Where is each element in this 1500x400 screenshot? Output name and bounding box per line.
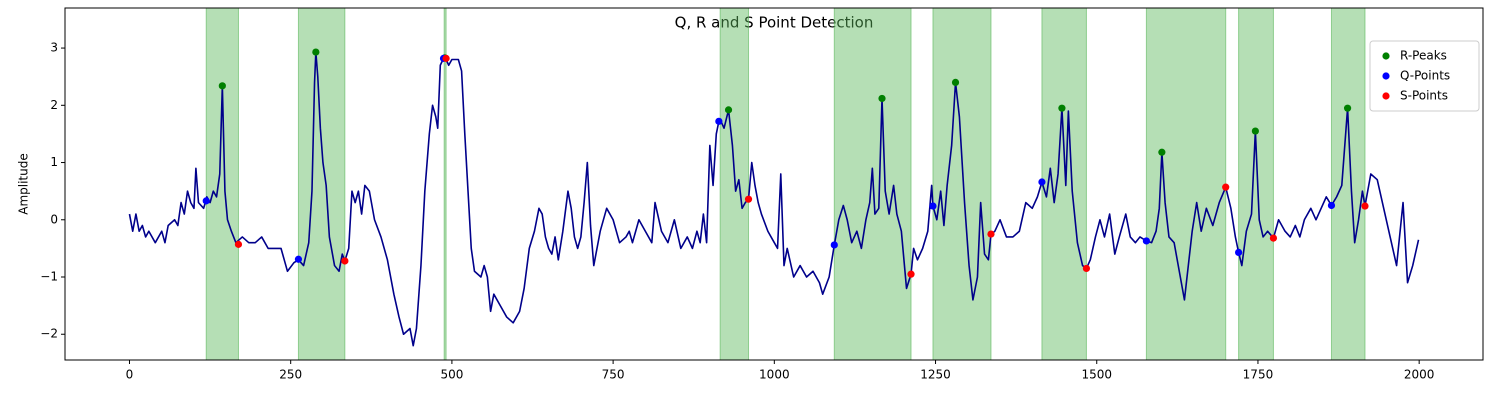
plot-frame — [64, 7, 1484, 361]
point — [724, 106, 733, 114]
legend-box — [1369, 40, 1480, 112]
point — [1269, 234, 1278, 242]
point — [951, 78, 960, 87]
legend-marker — [1382, 72, 1390, 80]
legend-marker — [1382, 92, 1390, 100]
point — [1343, 104, 1352, 112]
highlight-span — [205, 7, 239, 361]
x-tick-label: 500 — [440, 368, 463, 382]
point — [929, 202, 937, 210]
x-tick-label: 250 — [279, 368, 302, 382]
point — [744, 195, 753, 203]
y-tick-label: 2 — [50, 98, 58, 112]
point — [1222, 183, 1230, 191]
y-tick-label: 3 — [50, 41, 58, 55]
point — [294, 255, 303, 263]
point — [312, 48, 320, 56]
highlight-span — [297, 7, 346, 361]
point — [442, 54, 450, 62]
point — [1058, 104, 1066, 112]
y-tick-label: −2 — [40, 327, 58, 341]
point — [1158, 148, 1166, 156]
point — [218, 82, 226, 90]
x-tick-label: 1000 — [759, 368, 790, 382]
highlight-span — [1330, 7, 1366, 361]
point — [1361, 202, 1369, 210]
legend-label: Q-Points — [1400, 69, 1450, 83]
x-tick-label: 750 — [602, 368, 625, 382]
y-tick-label: 0 — [50, 212, 58, 226]
y-tick-label: −1 — [40, 270, 58, 284]
legend-label: S-Points — [1400, 89, 1448, 103]
chart-title: Q, R and S Point Detection — [675, 14, 874, 32]
point — [878, 94, 886, 103]
x-tick-label: 2000 — [1404, 368, 1435, 382]
point — [202, 197, 210, 205]
point — [715, 117, 723, 125]
point — [830, 241, 838, 249]
point — [234, 240, 243, 248]
signal-line — [128, 51, 1420, 347]
point — [341, 257, 349, 265]
legend-marker — [1382, 52, 1390, 60]
point — [1082, 264, 1091, 273]
point — [1038, 178, 1046, 186]
x-tick-label: 1500 — [1081, 368, 1112, 382]
point — [1327, 201, 1336, 210]
highlight-span — [1238, 7, 1274, 361]
y-axis-label: Amplitude — [17, 153, 31, 215]
highlight-span — [1041, 7, 1087, 361]
x-tick-label: 1750 — [1243, 368, 1274, 382]
legend-label: R-Peaks — [1400, 49, 1447, 63]
x-tick-label: 1250 — [920, 368, 951, 382]
highlight-span — [1145, 7, 1227, 361]
y-tick-label: 1 — [50, 155, 58, 169]
point — [1235, 248, 1243, 256]
point — [1142, 237, 1150, 245]
point — [987, 230, 995, 238]
point — [1251, 127, 1259, 135]
x-tick-label: 0 — [126, 368, 134, 382]
highlight-span — [932, 7, 992, 361]
point — [907, 270, 915, 278]
